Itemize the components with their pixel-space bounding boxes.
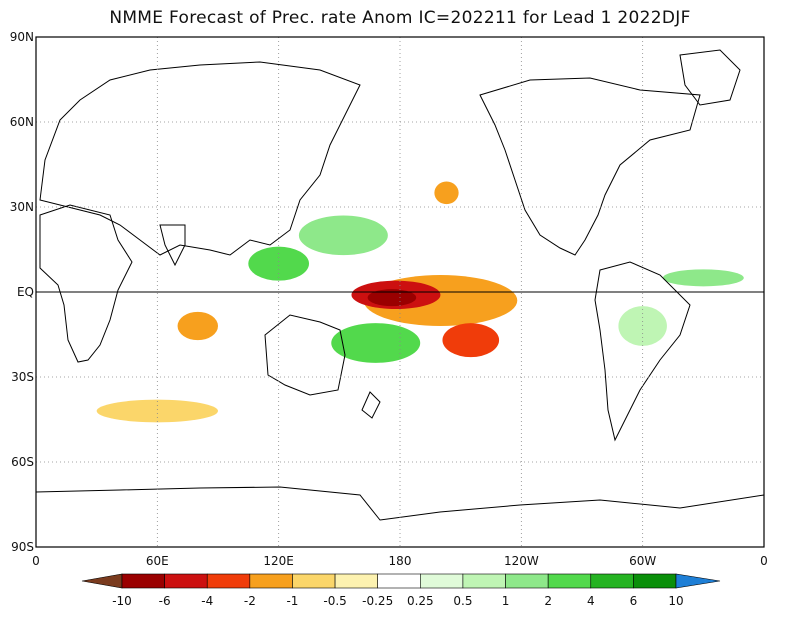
coastline-layer [36, 49, 764, 521]
x-tick-label: 0 [760, 554, 768, 568]
anomaly-north-pacific-dry [434, 181, 459, 205]
coastline-north-america [479, 77, 701, 256]
y-tick-label: 30N [10, 200, 34, 214]
x-tick-label: 0 [32, 554, 40, 568]
colorbar-label: -2 [244, 594, 256, 608]
coastline-eurasia [39, 61, 361, 256]
colorbar-label: 0.5 [453, 594, 472, 608]
colorbar-swatch [377, 573, 421, 589]
colorbar-label: 0.25 [407, 594, 434, 608]
y-axis-labels: 90N 60N 30N EQ 30S 60S 90S [10, 30, 34, 554]
x-axis-labels: 0 60E 120E 180 120W 60W 0 [32, 554, 768, 568]
y-tick-label: 90N [10, 30, 34, 44]
colorbar-label: -1 [286, 594, 298, 608]
map-title: NMME Forecast of Prec. rate Anom IC=2022… [109, 8, 691, 28]
colorbar: -10 -6 -4 -2 -1 -0.5 -0.25 0.25 0.5 1 2 4 6 10 [81, 573, 721, 608]
y-tick-label: 60N [10, 115, 34, 129]
colorbar-label: -10 [112, 594, 132, 608]
coastline-south-america [594, 261, 691, 442]
colorbar-swatch [164, 573, 208, 589]
y-tick-label: 60S [11, 455, 34, 469]
y-tick-label: 30S [11, 370, 34, 384]
colorbar-swatch [334, 573, 378, 589]
x-tick-label: 120W [504, 554, 539, 568]
colorbar-arrow-high [675, 573, 721, 589]
colorbar-swatch [206, 573, 251, 589]
anomaly-southern-ocean-dry [96, 399, 218, 423]
coastline-australia [264, 314, 346, 396]
anomaly-spcz-wet [331, 323, 421, 363]
colorbar-label: -0.5 [323, 594, 346, 608]
y-tick-label: EQ [17, 285, 34, 299]
colorbar-label: -0.25 [362, 594, 393, 608]
colorbar-swatch [249, 573, 293, 589]
anomaly-maritime-wet [248, 246, 309, 281]
x-tick-label: 180 [389, 554, 412, 568]
gridlines [36, 37, 764, 547]
coastline-greenland [679, 49, 741, 106]
y-tick-label: 90S [11, 540, 34, 554]
colorbar-label: -6 [159, 594, 171, 608]
colorbar-label: 1 [502, 594, 510, 608]
colorbar-label: 10 [668, 594, 683, 608]
anomaly-north-pacific-wet [298, 215, 388, 256]
colorbar-swatch [420, 573, 464, 589]
colorbar-swatch [590, 573, 634, 589]
x-tick-label: 120E [263, 554, 294, 568]
colorbar-label: 4 [587, 594, 595, 608]
colorbar-swatch [462, 573, 506, 589]
coastline-antarctica [36, 486, 764, 521]
colorbar-label: 6 [630, 594, 638, 608]
colorbar-label: -4 [201, 594, 213, 608]
colorbar-swatch [547, 573, 592, 589]
coastline-new-zealand [361, 391, 381, 419]
anomaly-shading-layer [96, 181, 744, 423]
colorbar-swatch [121, 573, 165, 589]
anomaly-atlantic-itcz-wet [662, 269, 744, 287]
colorbar-swatch [633, 573, 677, 589]
colorbar-label: 2 [544, 594, 552, 608]
anomaly-indian-ocean-dry [177, 311, 218, 341]
colorbar-swatch [505, 573, 549, 589]
coastline-india [159, 224, 186, 267]
anomaly-central-pacific-dry-core [367, 289, 417, 307]
x-tick-label: 60W [629, 554, 656, 568]
x-tick-label: 60E [146, 554, 169, 568]
anomaly-southeast-pacific-dry [442, 323, 500, 358]
colorbar-arrow-low [81, 573, 123, 589]
colorbar-swatch [292, 573, 336, 589]
map-frame [35, 36, 765, 548]
